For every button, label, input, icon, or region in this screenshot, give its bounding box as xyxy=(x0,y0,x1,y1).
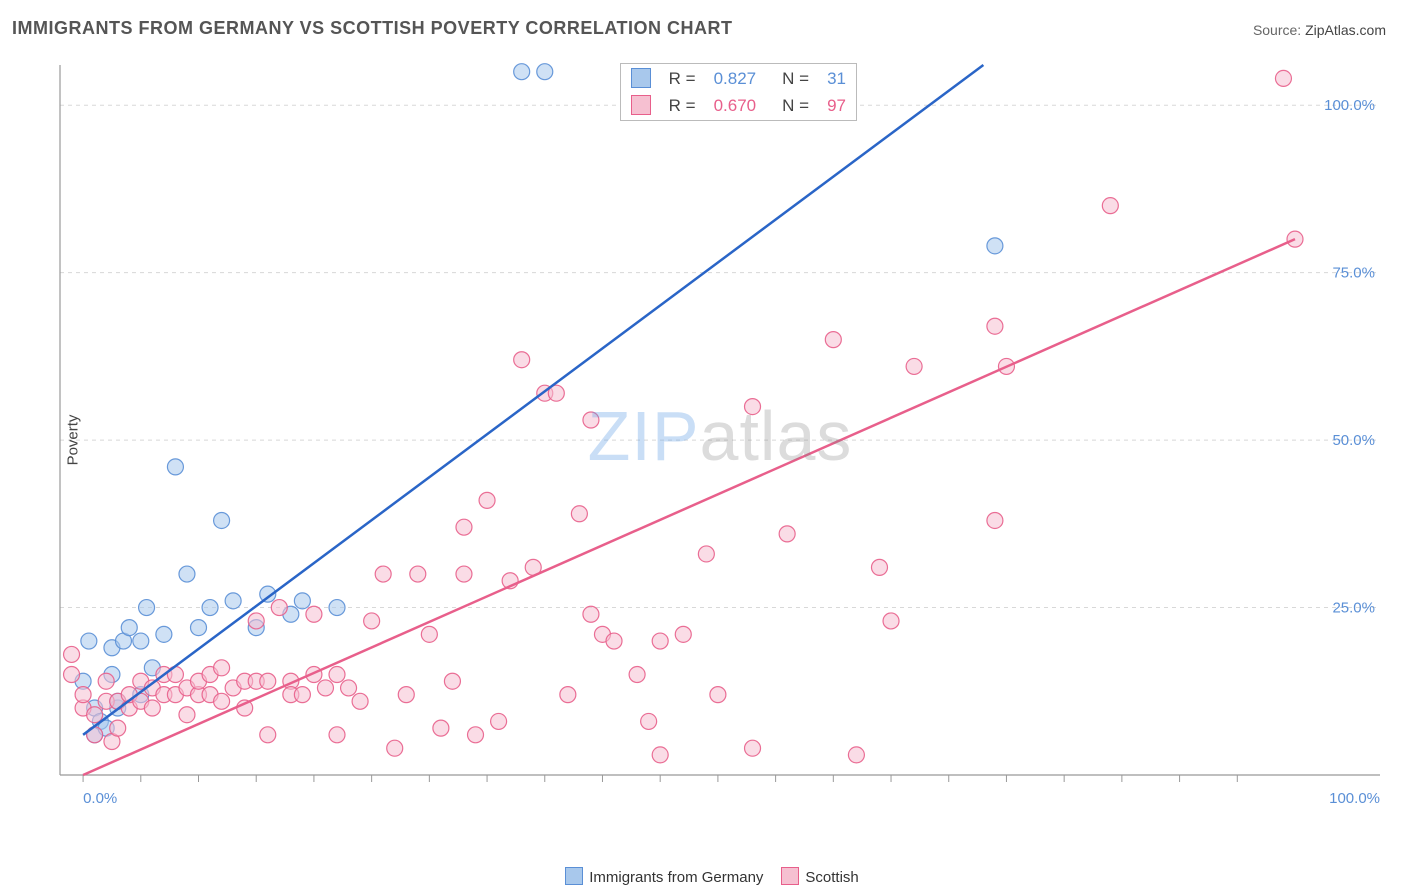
legend-label: Scottish xyxy=(805,869,858,886)
legend-bottom: Immigrants from Germany Scottish xyxy=(0,867,1406,886)
legend-label: Immigrants from Germany xyxy=(589,869,763,886)
svg-text:75.0%: 75.0% xyxy=(1332,265,1375,282)
chart-svg: 0.0% 100.0% 25.0% 50.0% 75.0% 100.0% xyxy=(55,60,1385,820)
plot-area: Poverty 0.0%100.0%25.0%50.0%75.0%100.0% … xyxy=(55,60,1385,820)
svg-text:25.0%: 25.0% xyxy=(1332,600,1375,617)
source-value: ZipAtlas.com xyxy=(1305,22,1386,38)
source-label: Source: xyxy=(1253,22,1305,38)
source-credit: Source: ZipAtlas.com xyxy=(1253,22,1386,38)
y-axis-label: Poverty xyxy=(65,415,82,466)
chart-container: IMMIGRANTS FROM GERMANY VS SCOTTISH POVE… xyxy=(0,0,1406,892)
svg-text:100.0%: 100.0% xyxy=(1324,97,1375,114)
svg-text:50.0%: 50.0% xyxy=(1332,432,1375,449)
chart-title: IMMIGRANTS FROM GERMANY VS SCOTTISH POVE… xyxy=(12,18,733,39)
stats-box: R =0.827N =31R =0.670N =97 xyxy=(620,63,857,121)
svg-text:0.0%: 0.0% xyxy=(83,790,117,807)
svg-text:100.0%: 100.0% xyxy=(1329,790,1380,807)
